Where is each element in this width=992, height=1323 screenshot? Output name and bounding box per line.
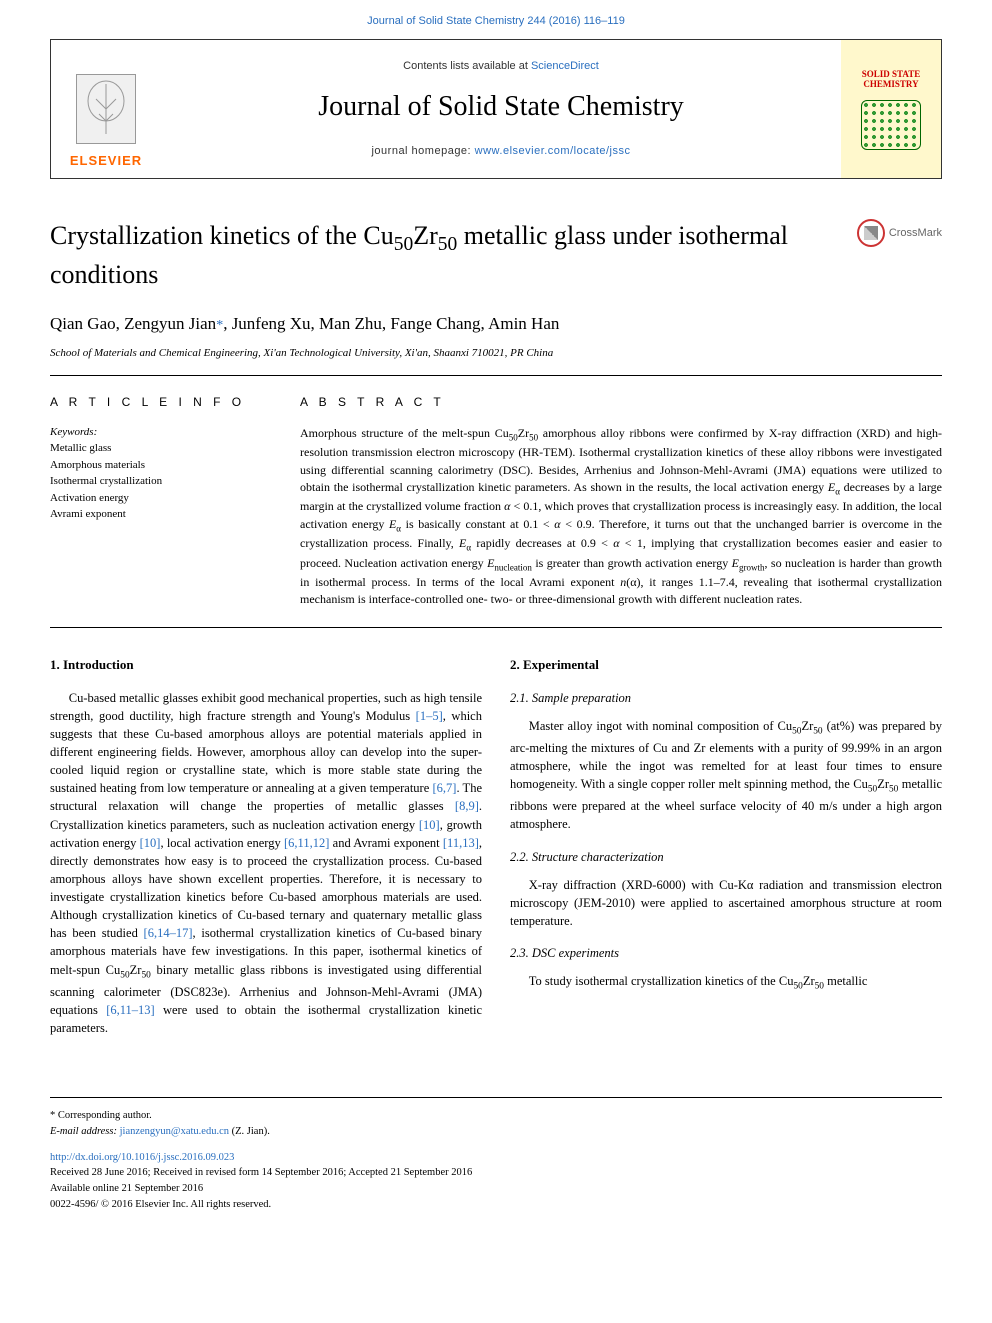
section-heading-experimental: 2. Experimental — [510, 656, 942, 675]
homepage-prefix: journal homepage: — [371, 145, 474, 157]
publisher-logo-block: ELSEVIER — [51, 40, 161, 178]
elsevier-tree-icon — [76, 74, 136, 144]
keyword-item: Activation energy — [50, 490, 270, 507]
info-abstract-row: A R T I C L E I N F O Keywords: Metallic… — [50, 376, 942, 628]
citation-text[interactable]: Journal of Solid State Chemistry 244 (20… — [367, 15, 625, 27]
email-line: E-mail address: jianzengyun@xatu.edu.cn … — [50, 1124, 942, 1140]
keyword-item: Isothermal crystallization — [50, 473, 270, 490]
received-line: Received 28 June 2016; Received in revis… — [50, 1165, 942, 1181]
contents-available-line: Contents lists available at ScienceDirec… — [403, 59, 599, 74]
keyword-item: Metallic glass — [50, 440, 270, 457]
authors-line: Qian Gao, Zengyun Jian*, Junfeng Xu, Man… — [50, 312, 942, 336]
body-two-column: 1. Introduction Cu-based metallic glasse… — [50, 656, 942, 1037]
article-title: Crystallization kinetics of the Cu50Zr50… — [50, 219, 942, 291]
affiliation: School of Materials and Chemical Enginee… — [50, 346, 942, 376]
intro-paragraph: Cu-based metallic glasses exhibit good m… — [50, 689, 482, 1037]
corresponding-author-note: * Corresponding author. — [50, 1108, 942, 1124]
section-heading-intro: 1. Introduction — [50, 656, 482, 675]
article-header: CrossMark Crystallization kinetics of th… — [50, 219, 942, 376]
article-info-heading: A R T I C L E I N F O — [50, 394, 270, 411]
email-link[interactable]: jianzengyun@xatu.edu.cn — [120, 1126, 229, 1137]
available-line: Available online 21 September 2016 — [50, 1181, 942, 1197]
contents-prefix: Contents lists available at — [403, 60, 531, 72]
article-info-block: A R T I C L E I N F O Keywords: Metallic… — [50, 394, 270, 609]
abstract-heading: A B S T R A C T — [300, 394, 942, 411]
homepage-link[interactable]: www.elsevier.com/locate/jssc — [475, 145, 631, 157]
copyright-line: 0022-4596/ © 2016 Elsevier Inc. All righ… — [50, 1197, 942, 1213]
keyword-item: Avrami exponent — [50, 506, 270, 523]
abstract-text: Amorphous structure of the melt-spun Cu5… — [300, 425, 942, 609]
cover-title: SOLID STATE CHEMISTRY — [849, 69, 933, 91]
abstract-block: A B S T R A C T Amorphous structure of t… — [300, 394, 942, 609]
subsection-heading-dsc: 2.3. DSC experiments — [510, 944, 942, 962]
journal-header-box: ELSEVIER Contents lists available at Sci… — [50, 39, 942, 179]
doi-link[interactable]: http://dx.doi.org/10.1016/j.jssc.2016.09… — [50, 1152, 234, 1163]
sample-paragraph: Master alloy ingot with nominal composit… — [510, 717, 942, 834]
keywords-list: Metallic glass Amorphous materials Isoth… — [50, 440, 270, 523]
sciencedirect-link[interactable]: ScienceDirect — [531, 60, 599, 72]
header-center: Contents lists available at ScienceDirec… — [161, 40, 841, 178]
subsection-heading-structure: 2.2. Structure characterization — [510, 848, 942, 866]
email-label: E-mail address: — [50, 1126, 120, 1137]
homepage-line: journal homepage: www.elsevier.com/locat… — [371, 144, 630, 159]
email-suffix: (Z. Jian). — [229, 1126, 270, 1137]
crossmark-label: CrossMark — [889, 226, 942, 241]
subsection-heading-sample: 2.1. Sample preparation — [510, 689, 942, 707]
keyword-item: Amorphous materials — [50, 457, 270, 474]
journal-cover-thumbnail[interactable]: SOLID STATE CHEMISTRY — [841, 40, 941, 178]
crossmark-icon — [857, 219, 885, 247]
keywords-label: Keywords: — [50, 425, 270, 440]
crossmark-badge[interactable]: CrossMark — [857, 219, 942, 247]
cover-pattern-icon — [861, 100, 921, 150]
footer-block: * Corresponding author. E-mail address: … — [50, 1097, 942, 1213]
journal-name: Journal of Solid State Chemistry — [318, 87, 684, 126]
structure-paragraph: X-ray diffraction (XRD-6000) with Cu-Kα … — [510, 876, 942, 930]
publisher-name[interactable]: ELSEVIER — [70, 152, 142, 170]
dsc-paragraph: To study isothermal crystallization kine… — [510, 972, 942, 994]
citation-header: Journal of Solid State Chemistry 244 (20… — [0, 0, 992, 39]
